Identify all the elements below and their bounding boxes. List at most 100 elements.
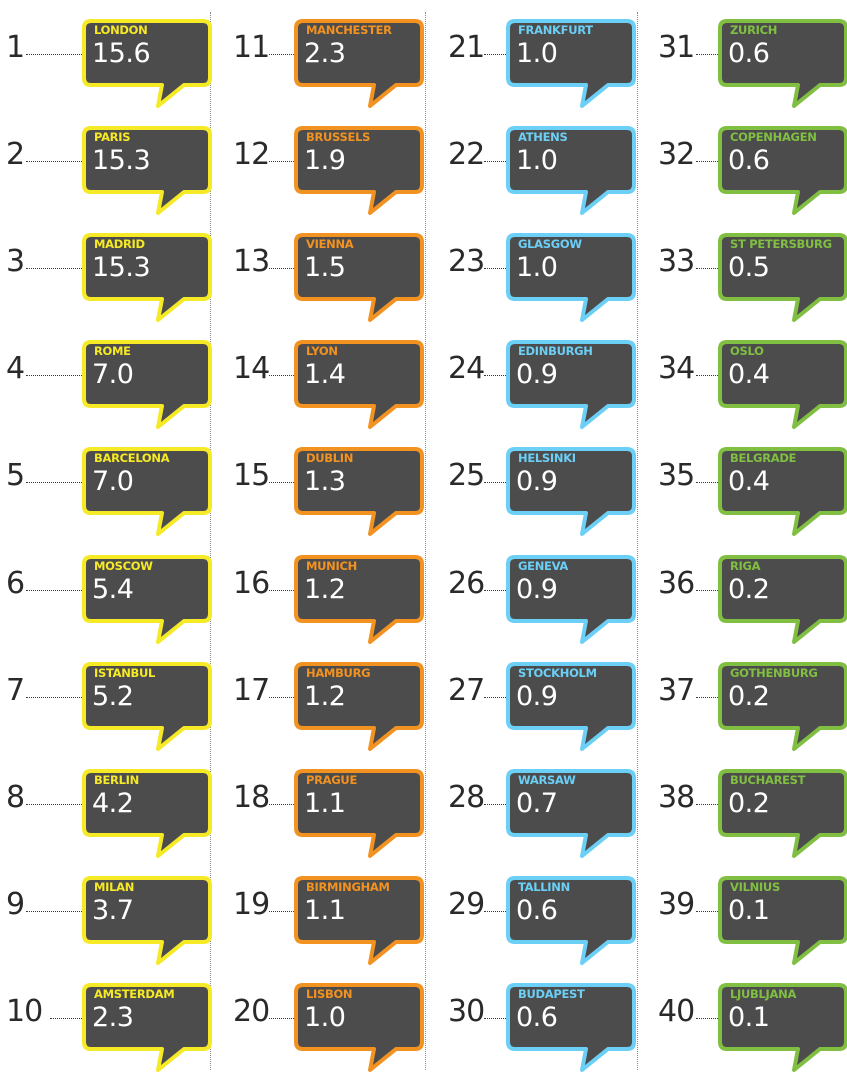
city-name: EDINBURGH <box>518 344 593 358</box>
rank-number: 10 <box>6 994 43 1029</box>
speech-bubble: MANCHESTER 2.3 <box>294 18 426 124</box>
rank-number: 33 <box>658 244 695 279</box>
bubble-shape <box>294 233 424 322</box>
city-name: BUCHAREST <box>730 773 806 787</box>
leader-line <box>269 482 294 483</box>
bubble-outline <box>294 19 424 108</box>
ranking-entry: 29 TALLINN 0.6 <box>440 875 638 981</box>
ranking-entry: 9 MILAN 3.7 <box>0 875 214 981</box>
bubble-shape <box>82 769 212 858</box>
speech-bubble: LONDON 15.6 <box>82 18 214 124</box>
bubble-shape <box>506 19 636 108</box>
bubble-shape <box>718 662 847 751</box>
ranking-entry: 19 BIRMINGHAM 1.1 <box>225 875 426 981</box>
rank-number: 3 <box>6 244 25 279</box>
leader-line <box>484 911 506 912</box>
rank-number: 40 <box>658 994 695 1029</box>
city-value: 7.0 <box>92 359 134 390</box>
rank-number: 9 <box>6 887 25 922</box>
leader-line <box>696 482 718 483</box>
ranking-entry: 4 ROME 7.0 <box>0 339 214 445</box>
city-value: 0.1 <box>728 1002 770 1033</box>
bubble-outline <box>82 983 212 1072</box>
ranking-entry: 17 HAMBURG 1.2 <box>225 661 426 767</box>
city-value: 1.0 <box>516 252 558 283</box>
bubble-outline <box>506 340 636 429</box>
leader-line <box>26 375 82 376</box>
bubble-outline <box>506 876 636 965</box>
bubble-shape <box>718 876 847 965</box>
bubble-shape <box>718 126 847 215</box>
leader-line <box>696 1018 718 1019</box>
bubble-outline <box>82 19 212 108</box>
leader-line <box>26 590 82 591</box>
city-name: COPENHAGEN <box>730 130 817 144</box>
city-value: 5.4 <box>92 574 134 605</box>
rank-number: 18 <box>233 780 270 815</box>
leader-line <box>50 1018 82 1019</box>
city-value: 7.0 <box>92 466 134 497</box>
leader-line <box>696 161 718 162</box>
speech-bubble: MUNICH 1.2 <box>294 554 426 660</box>
speech-bubble: FRANKFURT 1.0 <box>506 18 638 124</box>
bubble-shape <box>506 983 636 1072</box>
bubble-outline <box>718 662 847 751</box>
city-value: 0.6 <box>728 145 770 176</box>
speech-bubble: BRUSSELS 1.9 <box>294 125 426 231</box>
bubble-outline <box>294 662 424 751</box>
ranking-entry: 8 BERLIN 4.2 <box>0 768 214 874</box>
bubble-shape <box>82 662 212 751</box>
speech-bubble: RIGA 0.2 <box>718 554 847 660</box>
city-value: 0.2 <box>728 574 770 605</box>
bubble-outline <box>718 876 847 965</box>
speech-bubble: VIENNA 1.5 <box>294 232 426 338</box>
ranking-entry: 36 RIGA 0.2 <box>652 554 847 660</box>
rank-number: 1 <box>6 30 25 65</box>
speech-bubble: ATHENS 1.0 <box>506 125 638 231</box>
leader-line <box>269 268 294 269</box>
ranking-entry: 2 PARIS 15.3 <box>0 125 214 231</box>
leader-line <box>696 804 718 805</box>
city-value: 0.9 <box>516 466 558 497</box>
bubble-outline <box>294 555 424 644</box>
ranking-entry: 26 GENEVA 0.9 <box>440 554 638 660</box>
city-name: MANCHESTER <box>306 23 392 37</box>
ranking-entry: 32 COPENHAGEN 0.6 <box>652 125 847 231</box>
bubble-outline <box>82 126 212 215</box>
rank-number: 21 <box>448 30 485 65</box>
ranking-entry: 20 LISBON 1.0 <box>225 982 426 1088</box>
rank-number: 8 <box>6 780 25 815</box>
bubble-outline <box>82 340 212 429</box>
leader-line <box>696 697 718 698</box>
city-name: TALLINN <box>518 880 570 894</box>
city-value: 0.6 <box>516 1002 558 1033</box>
speech-bubble: BUCHAREST 0.2 <box>718 768 847 874</box>
city-value: 5.2 <box>92 681 134 712</box>
speech-bubble: AMSTERDAM 2.3 <box>82 982 214 1088</box>
bubble-shape <box>294 447 424 536</box>
bubble-outline <box>294 876 424 965</box>
leader-line <box>269 697 294 698</box>
bubble-outline <box>718 340 847 429</box>
city-value: 0.7 <box>516 788 558 819</box>
city-value: 15.3 <box>92 145 151 176</box>
speech-bubble: HELSINKI 0.9 <box>506 446 638 552</box>
bubble-outline <box>82 447 212 536</box>
leader-line <box>26 911 82 912</box>
rank-number: 14 <box>233 351 270 386</box>
rank-number: 24 <box>448 351 485 386</box>
leader-line <box>484 375 506 376</box>
city-value: 0.6 <box>516 895 558 926</box>
rank-number: 13 <box>233 244 270 279</box>
bubble-shape <box>294 19 424 108</box>
bubble-shape <box>294 876 424 965</box>
bubble-outline <box>718 19 847 108</box>
ranking-entry: 31 ZURICH 0.6 <box>652 18 847 124</box>
bubble-shape <box>82 233 212 322</box>
bubble-shape <box>82 983 212 1072</box>
bubble-outline <box>506 19 636 108</box>
leader-line <box>696 54 718 55</box>
bubble-outline <box>294 983 424 1072</box>
city-value: 1.4 <box>304 359 346 390</box>
city-name: HAMBURG <box>306 666 371 680</box>
